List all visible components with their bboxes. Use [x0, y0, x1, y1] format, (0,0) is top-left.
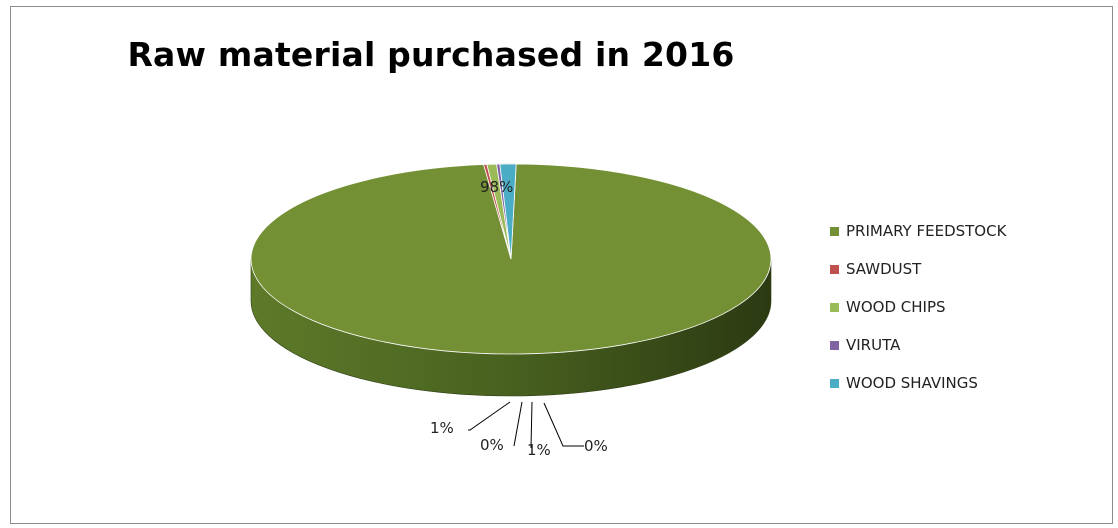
slice-wood-shavings — [499, 163, 517, 260]
legend-item-wood-shavings: WOOD SHAVINGS — [830, 364, 1006, 402]
legend-label: PRIMARY FEEDSTOCK — [846, 222, 1007, 240]
legend-item-wood-chips: WOOD CHIPS — [830, 288, 1006, 326]
leader-line-wood-shavings — [468, 401, 511, 431]
legend-item-sawdust: SAWDUST — [830, 250, 1006, 288]
legend-label: WOOD CHIPS — [846, 298, 946, 316]
data-label-sawdust: 0% — [584, 437, 608, 455]
legend-swatch — [830, 340, 839, 350]
legend-label: VIRUTA — [846, 336, 901, 354]
leader-line-sawdust — [543, 402, 584, 447]
legend-swatch — [830, 378, 839, 388]
leader-line-viruta — [513, 401, 523, 447]
legend-swatch — [830, 226, 839, 236]
data-label-wood-chips: 1% — [527, 441, 551, 459]
legend-item-primary-feedstock: PRIMARY FEEDSTOCK — [830, 212, 1006, 250]
data-label-wood-shavings: 1% — [430, 419, 454, 437]
legend-label: WOOD SHAVINGS — [846, 374, 978, 392]
data-label-viruta: 0% — [480, 436, 504, 454]
pie-group — [250, 163, 772, 397]
data-labels: 98% 0% 1% 0% 1% — [430, 178, 608, 459]
chart-title: Raw material purchased in 2016 — [127, 35, 735, 74]
legend-label: SAWDUST — [846, 260, 922, 278]
legend-swatch — [830, 302, 839, 312]
data-label-primary-feedstock: 98% — [480, 178, 513, 196]
legend-item-viruta: VIRUTA — [830, 326, 1006, 364]
legend-swatch — [830, 264, 839, 274]
leader-line-wood-chips — [530, 401, 533, 449]
legend: PRIMARY FEEDSTOCK SAWDUST WOOD CHIPS VIRUTA… — [830, 212, 1006, 402]
